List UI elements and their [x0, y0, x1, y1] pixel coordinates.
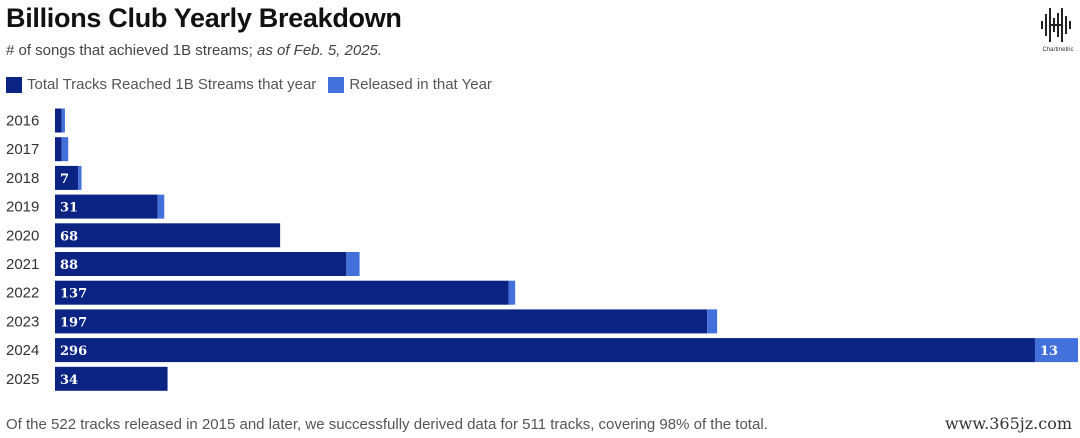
bar-released	[157, 194, 165, 219]
bar-chart: 2016 2017 2018 7 2019 31 2020 68 2021 88 2022 137 20…	[6, 108, 1078, 391]
legend-item-total: Total Tracks Reached 1B Streams that yea…	[6, 76, 316, 93]
y-tick-label: 2018	[6, 170, 39, 187]
chart-subtitle: # of songs that achieved 1B streams; as …	[6, 42, 382, 59]
y-tick-label: 2016	[6, 113, 39, 130]
data-label: 13	[1040, 344, 1058, 359]
y-tick-label: 2022	[6, 285, 39, 302]
data-label: 137	[60, 287, 87, 302]
logo-text: Chartmetric	[1042, 47, 1073, 53]
bar-total	[55, 137, 62, 162]
bar-released	[346, 252, 360, 276]
bar-total	[55, 309, 708, 334]
data-label: 197	[60, 315, 87, 330]
bar-released	[508, 280, 516, 305]
bar-released	[78, 165, 82, 190]
bar-released	[707, 309, 718, 334]
bar-total	[55, 223, 281, 248]
watermark: www.365jz.com	[944, 414, 1072, 433]
data-label: 296	[60, 344, 87, 359]
data-label: 31	[60, 201, 78, 216]
y-tick-label: 2020	[6, 227, 39, 244]
chart-title: Billions Club Yearly Breakdown	[6, 3, 402, 33]
data-label: 34	[60, 373, 78, 388]
y-tick-label: 2019	[6, 199, 39, 216]
y-tick-label: 2017	[6, 141, 39, 158]
bar-total	[55, 280, 509, 305]
bar-released	[61, 108, 65, 133]
y-tick-label: 2023	[6, 313, 39, 330]
legend: Total Tracks Reached 1B Streams that yea…	[6, 76, 504, 93]
data-label: 7	[60, 172, 69, 187]
bar-total	[55, 194, 158, 219]
y-tick-label: 2021	[6, 256, 39, 273]
bar-total	[55, 108, 62, 133]
legend-item-released: Released in that Year	[328, 76, 492, 93]
bar-total	[55, 366, 168, 391]
y-tick-label: 2024	[6, 342, 39, 359]
bar-released	[1034, 338, 1078, 363]
data-label: 88	[60, 258, 78, 273]
bar-released	[61, 137, 69, 162]
footnote: Of the 522 tracks released in 2015 and l…	[6, 416, 768, 433]
legend-swatch-released	[328, 76, 345, 93]
data-label: 68	[60, 229, 78, 244]
chartmetric-logo-icon: Chartmetric	[1041, 8, 1074, 53]
bar-total	[55, 252, 347, 276]
bar-total	[55, 165, 79, 190]
y-tick-label: 2025	[6, 371, 39, 388]
legend-swatch-total	[6, 76, 22, 93]
bar-total	[55, 338, 1035, 363]
legend-label-total: Total Tracks Reached 1B Streams that yea…	[27, 76, 317, 93]
subtitle-main: # of songs that achieved 1B streams;	[6, 42, 257, 59]
subtitle-date: as of Feb. 5, 2025.	[256, 42, 383, 59]
legend-label-released: Released in that Year	[349, 76, 492, 93]
